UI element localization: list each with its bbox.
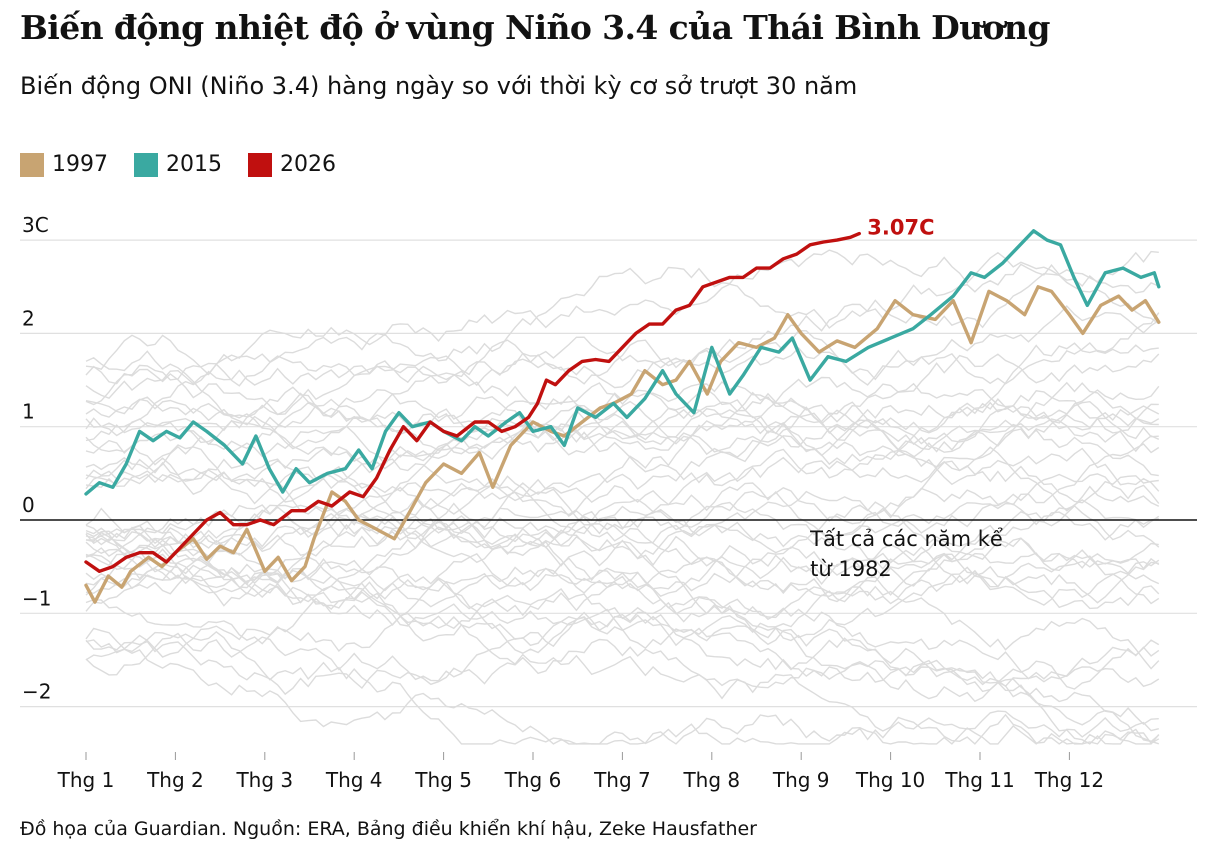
background-year-line (85, 510, 1160, 585)
x-tick-label: Thg 4 (325, 768, 383, 792)
background-year-line (85, 249, 1160, 406)
background-year-line (85, 272, 1160, 387)
legend-label-2015: 2015 (166, 152, 222, 177)
background-year-line (85, 470, 1160, 575)
legend-swatch-2026 (248, 152, 272, 177)
background-year-line (85, 385, 1160, 594)
x-tick-label: Thg 12 (1034, 768, 1104, 792)
end-value-label: 3.07C (867, 216, 934, 240)
background-year-line (85, 400, 1159, 549)
highlight-series (84, 229, 1161, 604)
legend-label-2026: 2026 (280, 152, 336, 177)
background-year-line (85, 546, 1160, 658)
series-line-2026 (84, 231, 861, 573)
background-year-line (85, 396, 1159, 477)
legend: 1997 2015 2026 (20, 152, 336, 177)
x-tick-label: Thg 8 (682, 768, 740, 792)
x-tick-label: Thg 6 (504, 768, 562, 792)
background-year-line (85, 638, 1160, 745)
legend-label-1997: 1997 (52, 152, 108, 177)
background-year-line (85, 382, 1160, 548)
background-year-line (85, 443, 1160, 589)
y-tick-label: −1 (22, 586, 51, 610)
background-year-line (85, 578, 1160, 688)
legend-item-2026: 2026 (248, 152, 336, 177)
x-tick-label: Thg 7 (593, 768, 651, 792)
background-year-line (85, 531, 1160, 688)
background-years-lines (85, 249, 1160, 745)
background-year-line (85, 439, 1160, 549)
legend-item-1997: 1997 (20, 152, 108, 177)
source-note: Đồ họa của Guardian. Nguồn: ERA, Bảng đi… (20, 818, 757, 840)
background-year-line (85, 611, 1160, 745)
background-year-line (85, 312, 1160, 543)
background-year-line (85, 372, 1160, 492)
series-line-1997 (84, 285, 1161, 604)
legend-swatch-1997 (20, 152, 44, 177)
x-tick-label: Thg 1 (57, 768, 115, 792)
y-tick-label: 0 (22, 493, 35, 517)
background-year-line (85, 365, 1159, 526)
background-year-line (85, 250, 1159, 400)
y-tick-label: 2 (22, 306, 35, 330)
series-line-2015 (84, 229, 1161, 496)
background-year-line (85, 639, 1160, 745)
background-year-line (85, 566, 1159, 726)
chart-labels: −2 −1 0 1 2 3C Thg 1 Thg 2 Thg 3 Thg 4 Thg 5 Thg 6 T… (22, 213, 1104, 792)
chart-title: Biến động nhiệt độ ở vùng Niño 3.4 của T… (20, 8, 1050, 47)
line-chart: −2 −1 0 1 2 3C Thg 1 Thg 2 Thg 3 Thg 4 Thg 5 Thg 6 T… (20, 213, 1197, 792)
background-year-line (85, 446, 1159, 554)
background-year-line (85, 478, 1160, 557)
background-year-line (85, 458, 1160, 570)
background-year-line (85, 350, 1160, 487)
background-year-line (85, 336, 1159, 437)
background-year-line (85, 381, 1160, 567)
y-tick-label: −2 (22, 680, 51, 704)
annotation-line: Tất cả các năm kể (809, 527, 1003, 551)
annotation-line: từ 1982 (810, 557, 892, 581)
x-tick-label: Thg 2 (146, 768, 204, 792)
background-year-line (85, 631, 1159, 745)
background-year-line (85, 444, 1160, 690)
x-tick-label: Thg 9 (772, 768, 830, 792)
background-year-line (85, 304, 1160, 432)
y-tick-label: 1 (22, 400, 35, 424)
background-year-line (85, 533, 1160, 670)
legend-item-2015: 2015 (134, 152, 222, 177)
background-year-line (85, 527, 1159, 630)
legend-swatch-2015 (134, 152, 158, 177)
y-tick-label: 3C (22, 213, 49, 237)
background-year-line (85, 527, 1160, 610)
x-tick-label: Thg 10 (855, 768, 925, 792)
x-tick-label: Thg 11 (944, 768, 1014, 792)
gridlines (20, 239, 1197, 760)
chart-subtitle: Biến động ONI (Niño 3.4) hàng ngày so vớ… (20, 72, 858, 100)
background-year-line (85, 562, 1160, 745)
x-tick-label: Thg 5 (414, 768, 472, 792)
x-tick-label: Thg 3 (235, 768, 293, 792)
